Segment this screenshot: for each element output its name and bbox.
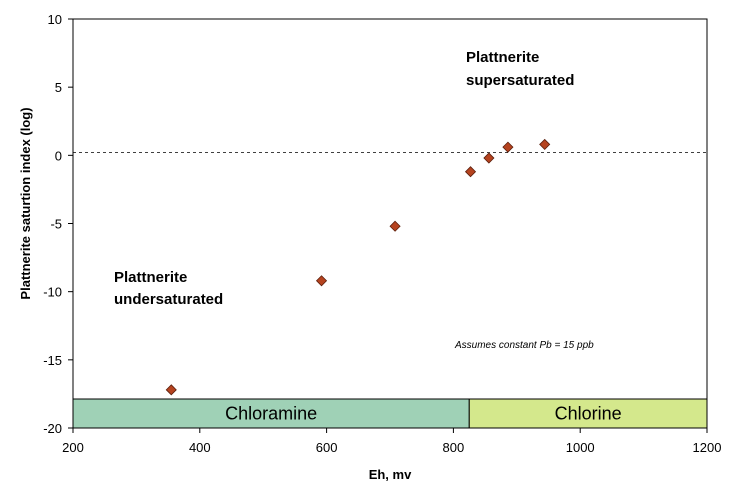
x-tick-label: 600	[316, 440, 338, 455]
annotation-supersaturated-line1: Plattnerite	[466, 49, 539, 66]
band-chloramine	[72, 398, 470, 429]
data-point	[483, 152, 495, 164]
y-tick-label: 0	[55, 148, 62, 163]
y-axis-title: Plattnerite saturtion index (log)	[18, 107, 33, 299]
data-point	[315, 275, 328, 287]
data-point	[464, 166, 477, 178]
band-label-chloramine: Chloramine	[225, 404, 317, 424]
x-tick-label: 200	[62, 440, 84, 455]
data-point	[389, 220, 401, 232]
x-tick-label: 400	[189, 440, 211, 455]
x-tick-label: 800	[443, 440, 465, 455]
plot-frame	[72, 18, 708, 429]
axis-ticks: 200 400 600 800 1000 1200 -20 -15 -10 -5 0 5 10	[43, 12, 721, 455]
y-tick-label: 5	[55, 80, 62, 95]
x-tick-label: 1000	[566, 440, 595, 455]
annotation-supersaturated-line2: supersaturated	[466, 72, 574, 89]
data-point	[502, 141, 514, 153]
band-chlorine	[468, 398, 708, 429]
x-axis-title: Eh, mv	[369, 467, 412, 482]
annotation-assumption: Assumes constant Pb = 15 ppb	[454, 340, 594, 351]
annotation-undersaturated-line1: Plattnerite	[114, 269, 187, 286]
x-tick-label: 1200	[693, 440, 722, 455]
y-tick-label: -10	[43, 285, 62, 300]
y-tick-label: -20	[43, 421, 62, 436]
y-tick-label: -5	[50, 217, 62, 232]
data-points	[165, 138, 551, 396]
y-tick-label: 10	[48, 12, 62, 27]
annotation-undersaturated-line2: undersaturated	[114, 291, 223, 308]
data-point	[165, 384, 177, 396]
band-label-chlorine: Chlorine	[555, 404, 622, 424]
data-point	[539, 138, 551, 150]
y-tick-label: -15	[43, 353, 62, 368]
redox-bands: Chloramine Chlorine	[72, 398, 708, 429]
